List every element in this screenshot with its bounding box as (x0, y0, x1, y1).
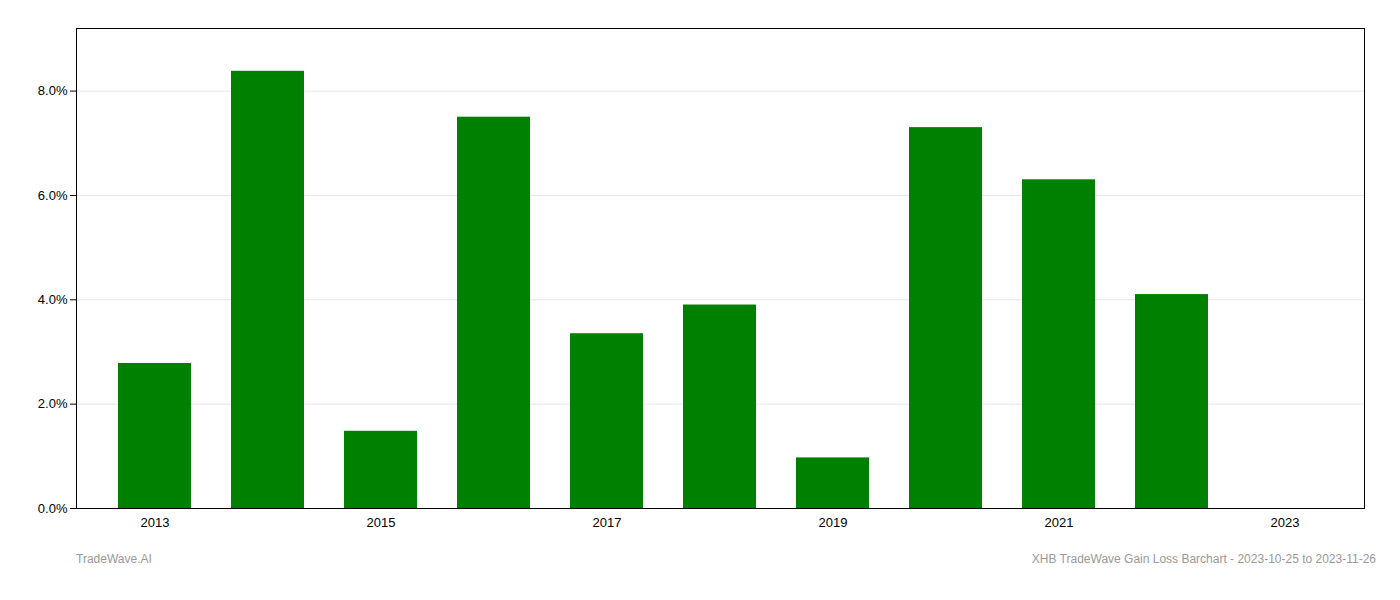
svg-text:2017: 2017 (593, 515, 622, 530)
html-text:TradeWave.AI: TradeWave.AI (76, 552, 152, 566)
svg-text:6.0%: 6.0% (38, 188, 68, 203)
svg-text:2.0%: 2.0% (38, 396, 68, 411)
svg-text:2015: 2015 (367, 515, 396, 530)
html-text:XHB TradeWave Gain Loss Barcha: XHB TradeWave Gain Loss Barchart - 2023-… (1031, 552, 1376, 566)
svg-text:8.0%: 8.0% (38, 83, 68, 98)
svg-text:0.0%: 0.0% (38, 501, 68, 516)
svg-text:2021: 2021 (1045, 515, 1074, 530)
svg-text:2013: 2013 (141, 515, 170, 530)
svg-text:2019: 2019 (819, 515, 848, 530)
svg-text:4.0%: 4.0% (38, 292, 68, 307)
svg-text:2023: 2023 (1271, 515, 1300, 530)
